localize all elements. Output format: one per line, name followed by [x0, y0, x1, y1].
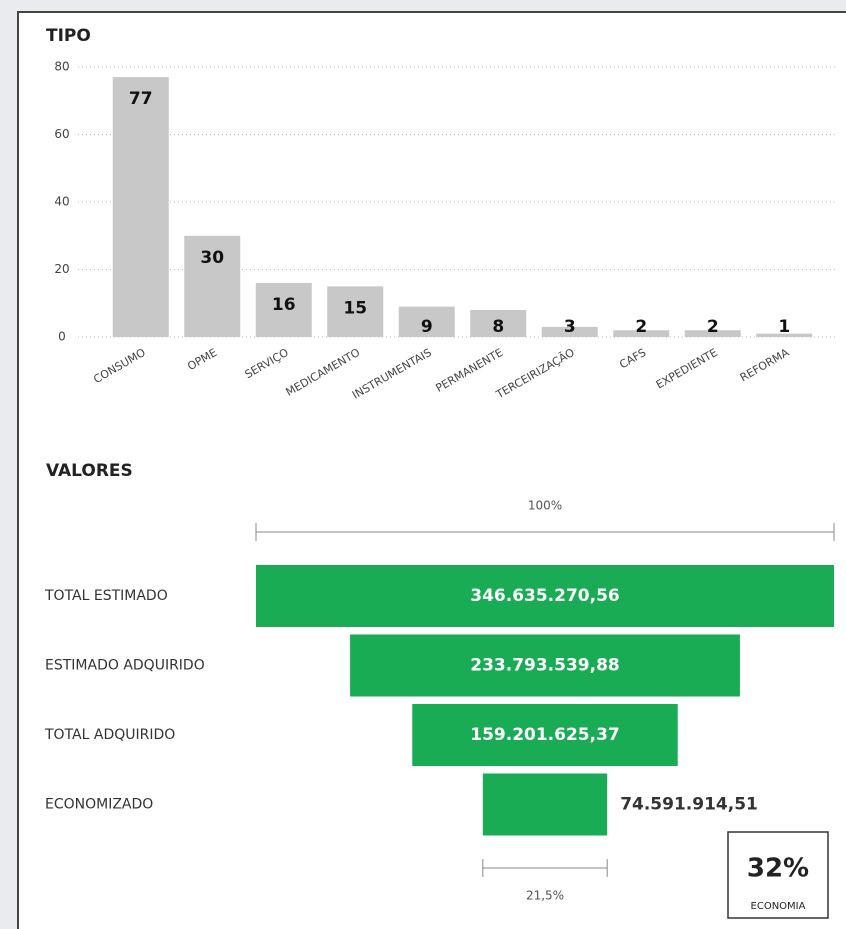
data-label: 8 [492, 317, 504, 337]
category-label: TOTAL ADQUIRIDO [44, 727, 175, 743]
kpi-box [727, 831, 829, 919]
data-label: 346.635.270,56 [470, 586, 620, 606]
data-label: 15 [343, 298, 367, 318]
bar [613, 330, 670, 337]
funnel-bar [412, 704, 678, 766]
data-label: 159.201.625,37 [470, 725, 620, 745]
data-label: 16 [272, 295, 296, 315]
data-label: 3 [564, 317, 576, 337]
data-label: 9 [421, 317, 433, 337]
bar [327, 286, 384, 337]
funnel-bar [350, 634, 740, 697]
bar [184, 235, 241, 337]
kpi-label: ECONOMIA [751, 901, 806, 912]
data-label: 77 [129, 89, 153, 109]
y-tick-label: 0 [58, 330, 66, 344]
bar [756, 333, 813, 337]
category-label: ESTIMADO ADQUIRIDO [45, 658, 205, 674]
data-label: 1 [778, 317, 790, 337]
data-label: 74.591.914,51 [620, 795, 758, 815]
category-label: TOTAL ESTIMADO [44, 588, 168, 604]
bar [255, 283, 312, 337]
bar [398, 306, 455, 337]
bar [684, 330, 741, 337]
bottom-label: 21,5% [526, 889, 564, 903]
bar [112, 77, 169, 337]
y-tick-label: 80 [54, 60, 69, 74]
funnel-title: VALORES [46, 461, 133, 481]
kpi-value: 32% [747, 854, 809, 884]
bar [541, 326, 598, 337]
y-tick-label: 40 [54, 195, 69, 209]
bar-title: TIPO [46, 26, 91, 46]
data-label: 233.793.539,88 [470, 656, 620, 676]
category-label: ECONOMIZADO [45, 797, 153, 813]
top-label: 100% [528, 499, 562, 513]
data-label: 30 [200, 248, 224, 268]
bar [470, 310, 527, 337]
funnel-bar [256, 565, 834, 627]
funnel-bar [482, 773, 608, 836]
y-tick-label: 60 [54, 127, 69, 141]
y-tick-label: 20 [54, 262, 69, 276]
data-label: 2 [635, 317, 647, 337]
data-label: 2 [707, 317, 719, 337]
